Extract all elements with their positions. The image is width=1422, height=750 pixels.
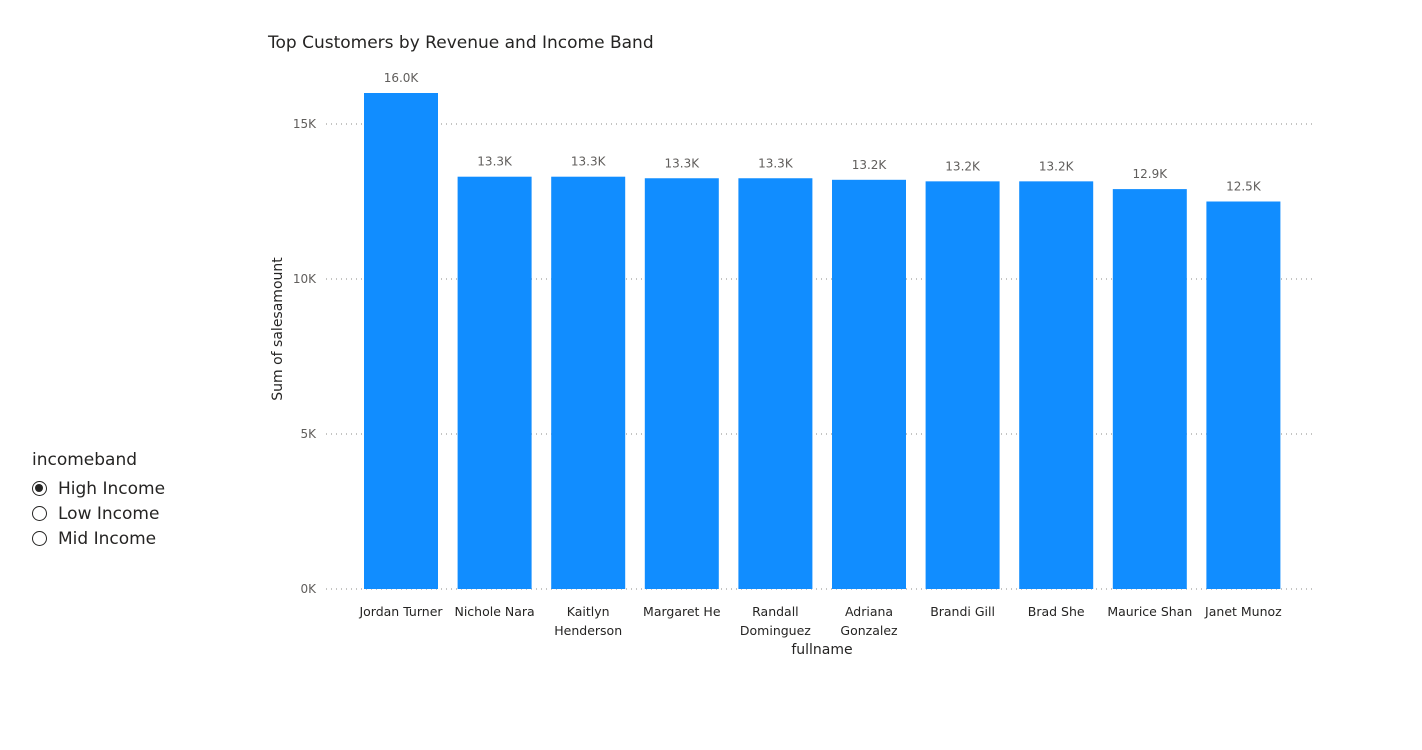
x-category-label-line: Randall <box>752 604 799 619</box>
slicer-option-label: Low Income <box>58 503 160 524</box>
data-label: 12.5K <box>1226 180 1262 194</box>
incomeband-slicer: incomeband High Income Low Income Mid In… <box>32 450 252 551</box>
data-label: 13.3K <box>571 155 607 169</box>
x-category-label-line: Jordan Turner <box>358 604 443 619</box>
x-category-label-line: Brandi Gill <box>930 604 995 619</box>
x-category-label: Margaret He <box>643 604 721 619</box>
chart-title: Top Customers by Revenue and Income Band <box>267 33 654 53</box>
data-label: 13.2K <box>852 158 888 172</box>
data-label: 13.3K <box>477 155 513 169</box>
slicer-option-label: Mid Income <box>58 528 157 549</box>
slicer-option-low-income[interactable]: Low Income <box>32 501 252 526</box>
data-label: 13.3K <box>758 156 794 170</box>
x-category-label-line: Brad She <box>1028 604 1085 619</box>
slicer-option-mid-income[interactable]: Mid Income <box>32 526 252 551</box>
x-category-label: Kaitlyn Henderson <box>554 604 622 638</box>
data-label: 16.0K <box>384 71 420 85</box>
x-axis-categories: Jordan Turner Nichole Nara Kaitlyn Henderso… <box>358 604 1282 638</box>
bar[interactable] <box>925 181 1000 589</box>
data-label: 13.2K <box>1039 159 1075 173</box>
x-category-label-line: Adriana <box>845 604 893 619</box>
y-tick-label: 5K <box>300 427 317 441</box>
x-category-label-line: Margaret He <box>643 604 721 619</box>
x-category-label-line: Maurice Shan <box>1107 604 1192 619</box>
data-labels: 16.0K 13.3K 13.3K 13.3K 13.3K 13.2K 13.2K 13.2K… <box>384 71 1262 194</box>
x-category-label-line: Henderson <box>554 623 622 638</box>
bars <box>364 93 1281 590</box>
x-category-label-line: Gonzalez <box>840 623 898 638</box>
bar[interactable] <box>551 176 626 589</box>
x-category-label: Randall Dominguez <box>740 604 811 638</box>
x-category-label: Maurice Shan <box>1107 604 1192 619</box>
x-category-label: Brad She <box>1028 604 1085 619</box>
y-tick-label: 15K <box>293 117 317 131</box>
radio-icon[interactable] <box>32 506 47 521</box>
x-category-label-line: Dominguez <box>740 623 811 638</box>
slicer-option-high-income[interactable]: High Income <box>32 476 252 501</box>
data-label: 13.3K <box>665 156 701 170</box>
bar[interactable] <box>457 176 532 589</box>
x-category-label: Janet Munoz <box>1204 604 1282 619</box>
x-category-label: Adriana Gonzalez <box>840 604 898 638</box>
x-category-label-line: Janet Munoz <box>1204 604 1282 619</box>
data-label: 12.9K <box>1133 167 1169 181</box>
radio-icon[interactable] <box>32 481 47 496</box>
data-label: 13.2K <box>945 159 981 173</box>
x-category-label-line: Kaitlyn <box>567 604 610 619</box>
bar[interactable] <box>644 178 719 589</box>
x-category-label: Jordan Turner <box>358 604 443 619</box>
bar[interactable] <box>1206 201 1281 590</box>
bar[interactable] <box>1019 181 1094 589</box>
radio-icon[interactable] <box>32 531 47 546</box>
x-category-label: Nichole Nara <box>454 604 534 619</box>
x-axis-title: fullname <box>791 642 852 658</box>
slicer-title: incomeband <box>32 450 138 470</box>
bar[interactable] <box>738 178 813 589</box>
x-category-label-line: Nichole Nara <box>454 604 534 619</box>
y-axis-title: Sum of salesamount <box>270 257 286 401</box>
slicer-option-label: High Income <box>58 478 166 499</box>
bar[interactable] <box>1112 189 1187 589</box>
y-tick-label: 0K <box>300 582 317 596</box>
bar[interactable] <box>364 93 438 589</box>
y-tick-label: 10K <box>293 272 317 286</box>
x-category-label: Brandi Gill <box>930 604 995 619</box>
y-axis-ticks: 0K 5K 10K 15K <box>293 117 317 596</box>
bar[interactable] <box>832 179 906 590</box>
